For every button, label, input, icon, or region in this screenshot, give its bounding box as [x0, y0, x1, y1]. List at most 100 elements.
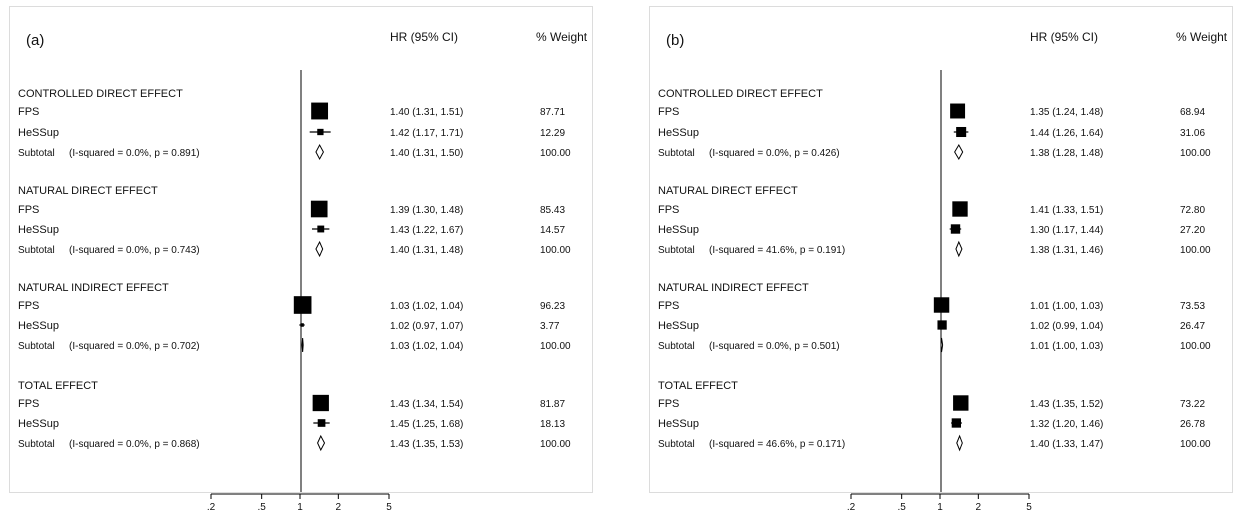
pooled-diamond	[956, 434, 963, 452]
hr-column-header: HR (95% CI)	[1030, 30, 1098, 44]
study-label: HeSSup	[18, 320, 59, 332]
study-label: FPS	[658, 300, 679, 312]
weight-column-header: % Weight	[1176, 30, 1228, 44]
weight-value: 18.13	[540, 419, 565, 430]
study-marker	[953, 395, 969, 411]
subtotal-label: Subtotal	[658, 148, 695, 159]
hr-ci-value: 1.02 (0.99, 1.04)	[1030, 321, 1103, 332]
group-title: NATURAL INDIRECT EFFECT	[658, 282, 809, 294]
group-title: TOTAL EFFECT	[658, 380, 738, 392]
study-label: HeSSup	[658, 224, 699, 236]
x-tick-label: .2	[847, 502, 856, 513]
hr-ci-value: 1.35 (1.24, 1.48)	[1030, 107, 1103, 118]
weight-value: 100.00	[1180, 341, 1211, 352]
hr-ci-value: 1.02 (0.97, 1.07)	[390, 321, 463, 332]
study-label: HeSSup	[658, 127, 699, 139]
study-label: FPS	[18, 106, 39, 118]
study-marker	[951, 418, 962, 428]
pooled-diamond	[315, 143, 324, 161]
weight-value: 68.94	[1180, 107, 1205, 118]
weight-value: 100.00	[540, 148, 571, 159]
hr-ci-value: 1.44 (1.26, 1.64)	[1030, 128, 1103, 139]
study-marker	[950, 224, 961, 234]
study-marker	[293, 296, 312, 314]
study-marker	[950, 103, 966, 119]
study-marker	[933, 297, 950, 313]
x-tick-label: 1	[937, 502, 943, 513]
weight-column-header: % Weight	[536, 30, 588, 44]
subtotal-label: Subtotal	[658, 439, 695, 450]
hr-ci-value: 1.40 (1.33, 1.47)	[1030, 439, 1103, 450]
study-marker	[937, 320, 947, 330]
weight-value: 73.22	[1180, 399, 1205, 410]
pooled-diamond	[954, 143, 964, 161]
study-label: FPS	[18, 398, 39, 410]
forest-plot-panel-b: (b) HR (95% CI) % Weight CONTROLLED DIRECT …	[649, 6, 1233, 493]
x-tick-label: 2	[976, 502, 982, 513]
forest-plot-a: (a) HR (95% CI) % Weight CONTROLLED DIRECT …	[18, 30, 588, 492]
weight-value: 12.29	[540, 128, 565, 139]
heterogeneity-stat: (I-squared = 0.0%, p = 0.702)	[69, 341, 200, 352]
group-title: NATURAL INDIRECT EFFECT	[18, 282, 169, 294]
weight-value: 26.78	[1180, 419, 1205, 430]
study-marker	[310, 200, 328, 218]
x-tick-label: .5	[257, 502, 266, 513]
weight-value: 73.53	[1180, 301, 1205, 312]
weight-value: 100.00	[540, 341, 571, 352]
forest-plot-b: (b) HR (95% CI) % Weight CONTROLLED DIRECT …	[658, 30, 1228, 492]
subtotal-label: Subtotal	[18, 148, 55, 159]
pooled-diamond	[301, 337, 304, 353]
x-axis-area-b: .2 .5 1 2 5	[649, 493, 1233, 517]
study-label: FPS	[18, 300, 39, 312]
hr-ci-value: 1.43 (1.22, 1.67)	[390, 225, 463, 236]
pooled-diamond	[315, 240, 324, 258]
hr-ci-value: 1.01 (1.00, 1.03)	[1030, 341, 1103, 352]
x-axis-area-a: .2 .5 1 2 5	[9, 493, 593, 517]
heterogeneity-stat: (I-squared = 0.0%, p = 0.501)	[709, 341, 840, 352]
weight-value: 27.20	[1180, 225, 1205, 236]
hr-ci-value: 1.40 (1.31, 1.51)	[390, 107, 463, 118]
study-label: FPS	[658, 106, 679, 118]
study-label: FPS	[658, 204, 679, 216]
heterogeneity-stat: (I-squared = 0.0%, p = 0.743)	[69, 245, 200, 256]
heterogeneity-stat: (I-squared = 0.0%, p = 0.426)	[709, 148, 840, 159]
weight-value: 26.47	[1180, 321, 1205, 332]
study-marker	[952, 201, 968, 217]
group-title: CONTROLLED DIRECT EFFECT	[18, 88, 183, 100]
x-tick-label: .5	[897, 502, 906, 513]
panel-label: (a)	[26, 32, 44, 49]
hr-ci-value: 1.40 (1.31, 1.48)	[390, 245, 463, 256]
subtotal-label: Subtotal	[658, 341, 695, 352]
weight-value: 3.77	[540, 321, 560, 332]
weight-value: 31.06	[1180, 128, 1205, 139]
hr-ci-value: 1.43 (1.35, 1.52)	[1030, 399, 1103, 410]
x-tick-label: .2	[207, 502, 216, 513]
hr-ci-value: 1.01 (1.00, 1.03)	[1030, 301, 1103, 312]
weight-value: 14.57	[540, 225, 565, 236]
study-marker	[317, 419, 326, 427]
hr-ci-value: 1.39 (1.30, 1.48)	[390, 205, 463, 216]
hr-ci-value: 1.41 (1.33, 1.51)	[1030, 205, 1103, 216]
pooled-diamond	[940, 337, 944, 353]
study-label: HeSSup	[658, 320, 699, 332]
hr-ci-value: 1.03 (1.02, 1.04)	[390, 301, 463, 312]
group-title: CONTROLLED DIRECT EFFECT	[658, 88, 823, 100]
forest-plot-panel-a: (a) HR (95% CI) % Weight CONTROLLED DIRECT …	[9, 6, 593, 493]
heterogeneity-stat: (I-squared = 0.0%, p = 0.891)	[69, 148, 200, 159]
weight-value: 100.00	[1180, 245, 1211, 256]
hr-ci-value: 1.43 (1.34, 1.54)	[390, 399, 463, 410]
study-label: HeSSup	[18, 418, 59, 430]
weight-value: 81.87	[540, 399, 565, 410]
study-marker	[317, 225, 325, 233]
panel-label: (b)	[666, 32, 684, 49]
x-axis-a: .2 .5 1 2 5	[207, 493, 392, 513]
hr-ci-value: 1.42 (1.17, 1.71)	[390, 128, 463, 139]
pooled-diamond	[955, 240, 963, 258]
weight-value: 85.43	[540, 205, 565, 216]
study-label: HeSSup	[658, 418, 699, 430]
study-marker	[956, 126, 967, 138]
hr-ci-value: 1.32 (1.20, 1.46)	[1030, 419, 1103, 430]
weight-value: 100.00	[540, 245, 571, 256]
group-title: NATURAL DIRECT EFFECT	[18, 185, 158, 197]
x-tick-label: 2	[336, 502, 342, 513]
